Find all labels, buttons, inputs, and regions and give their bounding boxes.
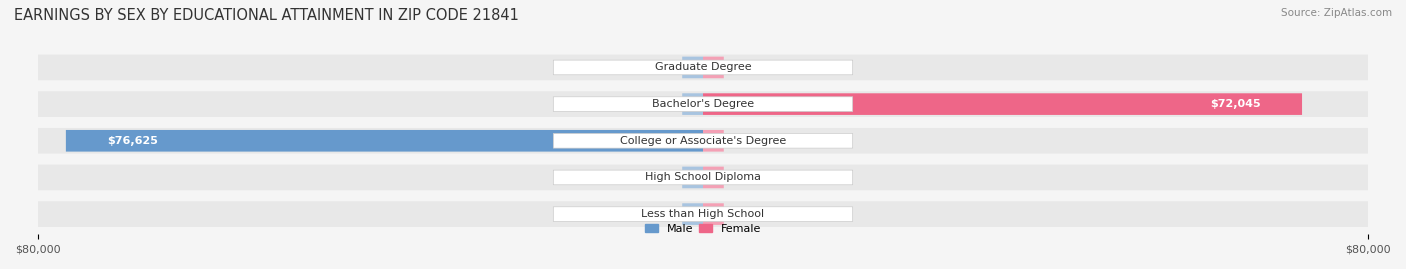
FancyBboxPatch shape [66, 130, 703, 152]
FancyBboxPatch shape [38, 55, 1368, 80]
FancyBboxPatch shape [554, 170, 852, 185]
Text: Less than High School: Less than High School [641, 209, 765, 219]
FancyBboxPatch shape [682, 167, 703, 188]
Text: $0: $0 [728, 62, 741, 72]
FancyBboxPatch shape [554, 133, 852, 148]
FancyBboxPatch shape [554, 60, 852, 75]
Text: $72,045: $72,045 [1209, 99, 1260, 109]
Text: $0: $0 [728, 209, 741, 219]
FancyBboxPatch shape [554, 97, 852, 111]
Text: Bachelor's Degree: Bachelor's Degree [652, 99, 754, 109]
FancyBboxPatch shape [38, 91, 1368, 117]
Text: $0: $0 [728, 136, 741, 146]
FancyBboxPatch shape [682, 93, 703, 115]
Text: $0: $0 [665, 99, 678, 109]
Text: High School Diploma: High School Diploma [645, 172, 761, 182]
FancyBboxPatch shape [703, 93, 1302, 115]
FancyBboxPatch shape [703, 167, 724, 188]
Text: $0: $0 [665, 209, 678, 219]
Text: Graduate Degree: Graduate Degree [655, 62, 751, 72]
Legend: Male, Female: Male, Female [640, 219, 766, 238]
Text: $0: $0 [665, 62, 678, 72]
Text: EARNINGS BY SEX BY EDUCATIONAL ATTAINMENT IN ZIP CODE 21841: EARNINGS BY SEX BY EDUCATIONAL ATTAINMEN… [14, 8, 519, 23]
Text: College or Associate's Degree: College or Associate's Degree [620, 136, 786, 146]
FancyBboxPatch shape [38, 165, 1368, 190]
Text: $76,625: $76,625 [107, 136, 159, 146]
FancyBboxPatch shape [38, 201, 1368, 227]
FancyBboxPatch shape [703, 130, 724, 152]
FancyBboxPatch shape [554, 207, 852, 221]
FancyBboxPatch shape [703, 203, 724, 225]
Text: Source: ZipAtlas.com: Source: ZipAtlas.com [1281, 8, 1392, 18]
FancyBboxPatch shape [682, 203, 703, 225]
FancyBboxPatch shape [682, 57, 703, 78]
Text: $0: $0 [665, 172, 678, 182]
FancyBboxPatch shape [703, 57, 724, 78]
Text: $0: $0 [728, 172, 741, 182]
FancyBboxPatch shape [38, 128, 1368, 154]
